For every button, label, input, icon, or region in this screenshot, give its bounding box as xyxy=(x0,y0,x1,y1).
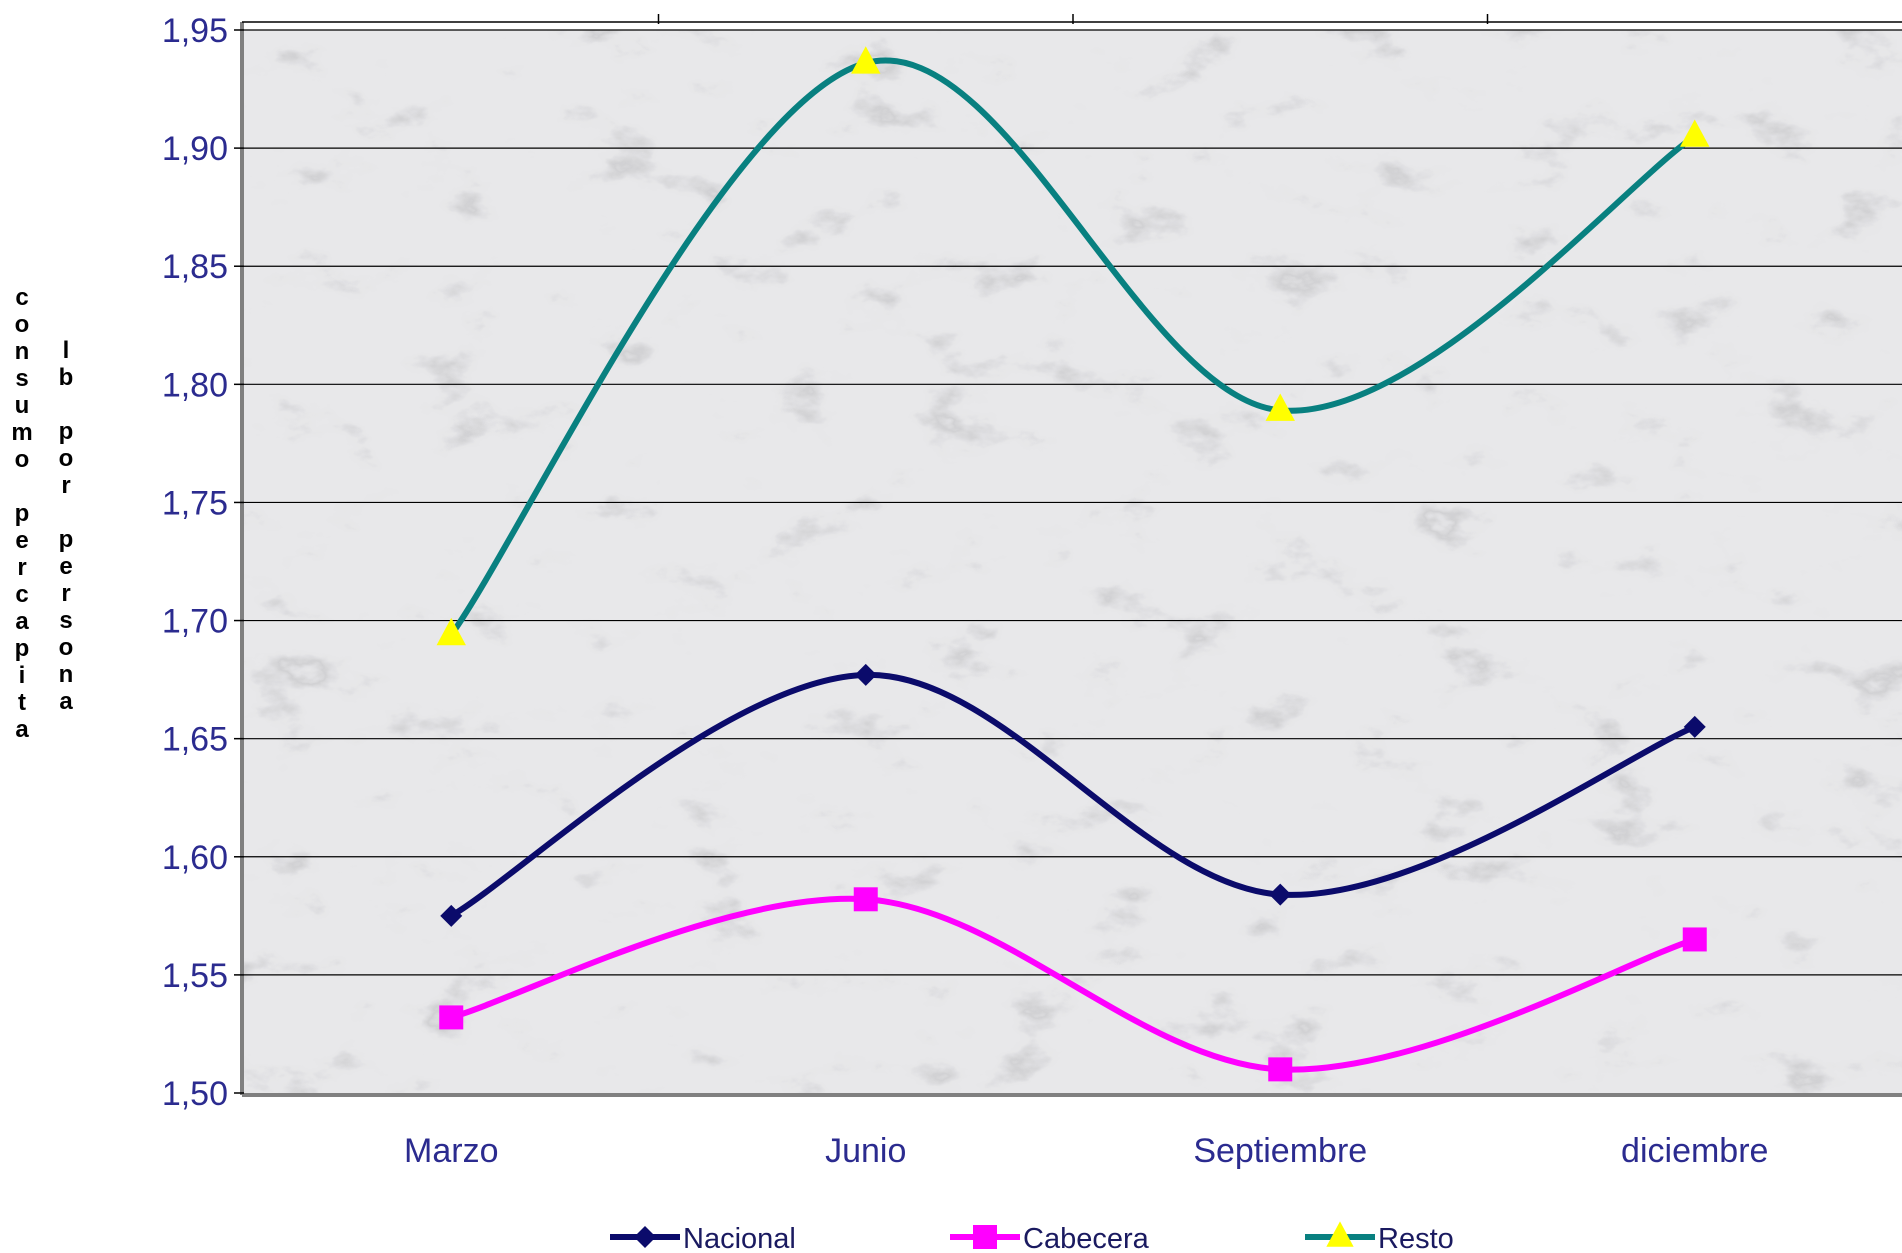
series-nacional xyxy=(440,663,1706,927)
series-line xyxy=(448,57,1698,638)
y-tick-label: 1,70 xyxy=(162,603,228,641)
data-point-diamond xyxy=(1269,883,1292,906)
plot-marble-texture xyxy=(244,30,1902,1093)
legend-marker-triangle xyxy=(1326,1221,1354,1247)
legend-item-cabecera: Cabecera xyxy=(950,1223,1150,1253)
plot-area xyxy=(244,30,1902,1093)
data-point-diamond xyxy=(440,904,463,927)
x-tick-labels: Marzo Junio Septiembre diciembre xyxy=(404,1132,1768,1170)
series-group xyxy=(436,46,1710,1082)
data-point-square xyxy=(853,887,878,912)
series-line xyxy=(448,671,1698,919)
legend-item-resto: Resto xyxy=(1305,1221,1454,1253)
legend-marker-square xyxy=(973,1225,997,1249)
y-tick-label: 1,80 xyxy=(162,366,228,404)
series-cabecera xyxy=(439,887,1707,1082)
y-tick-label: 1,85 xyxy=(162,248,228,286)
y-tick-label: 1,65 xyxy=(162,721,228,759)
series-resto xyxy=(436,46,1710,646)
legend-label: Resto xyxy=(1378,1223,1454,1253)
data-point-square xyxy=(1268,1057,1293,1082)
x-tick-label: Septiembre xyxy=(1193,1132,1367,1170)
data-point-square xyxy=(1682,927,1707,952)
y-tick-labels: 1,50 1,55 1,60 1,65 1,70 1,75 1,80 1,85 1,90 1,95 xyxy=(162,12,228,1113)
gridlines xyxy=(244,29,1902,976)
y-tick-label: 1,50 xyxy=(162,1075,228,1113)
x-tick-label: Marzo xyxy=(404,1132,498,1170)
y-tick-label: 1,90 xyxy=(162,130,228,168)
series-line xyxy=(448,895,1698,1073)
data-point-triangle xyxy=(1265,393,1295,421)
axes xyxy=(234,14,1902,1097)
data-point-triangle xyxy=(851,46,881,74)
y-tick-label: 1,75 xyxy=(162,484,228,522)
data-point-triangle xyxy=(1680,119,1710,147)
y-tick-label: 1,95 xyxy=(162,12,228,50)
data-point-diamond xyxy=(1683,715,1706,738)
data-point-triangle xyxy=(436,617,466,646)
legend-item-nacional: Nacional xyxy=(610,1223,796,1253)
legend-label: Cabecera xyxy=(1023,1223,1150,1253)
data-point-diamond xyxy=(854,663,877,686)
legend-marker-diamond xyxy=(634,1226,656,1248)
y-tick-label: 1,60 xyxy=(162,839,228,877)
data-point-square xyxy=(439,1005,464,1030)
legend-label: Nacional xyxy=(683,1223,796,1253)
x-tick-label: Junio xyxy=(825,1132,906,1170)
x-tick-label: diciembre xyxy=(1621,1132,1768,1170)
y-tick-label: 1,55 xyxy=(162,957,228,995)
legend: Nacional Cabecera Resto xyxy=(610,1221,1454,1253)
